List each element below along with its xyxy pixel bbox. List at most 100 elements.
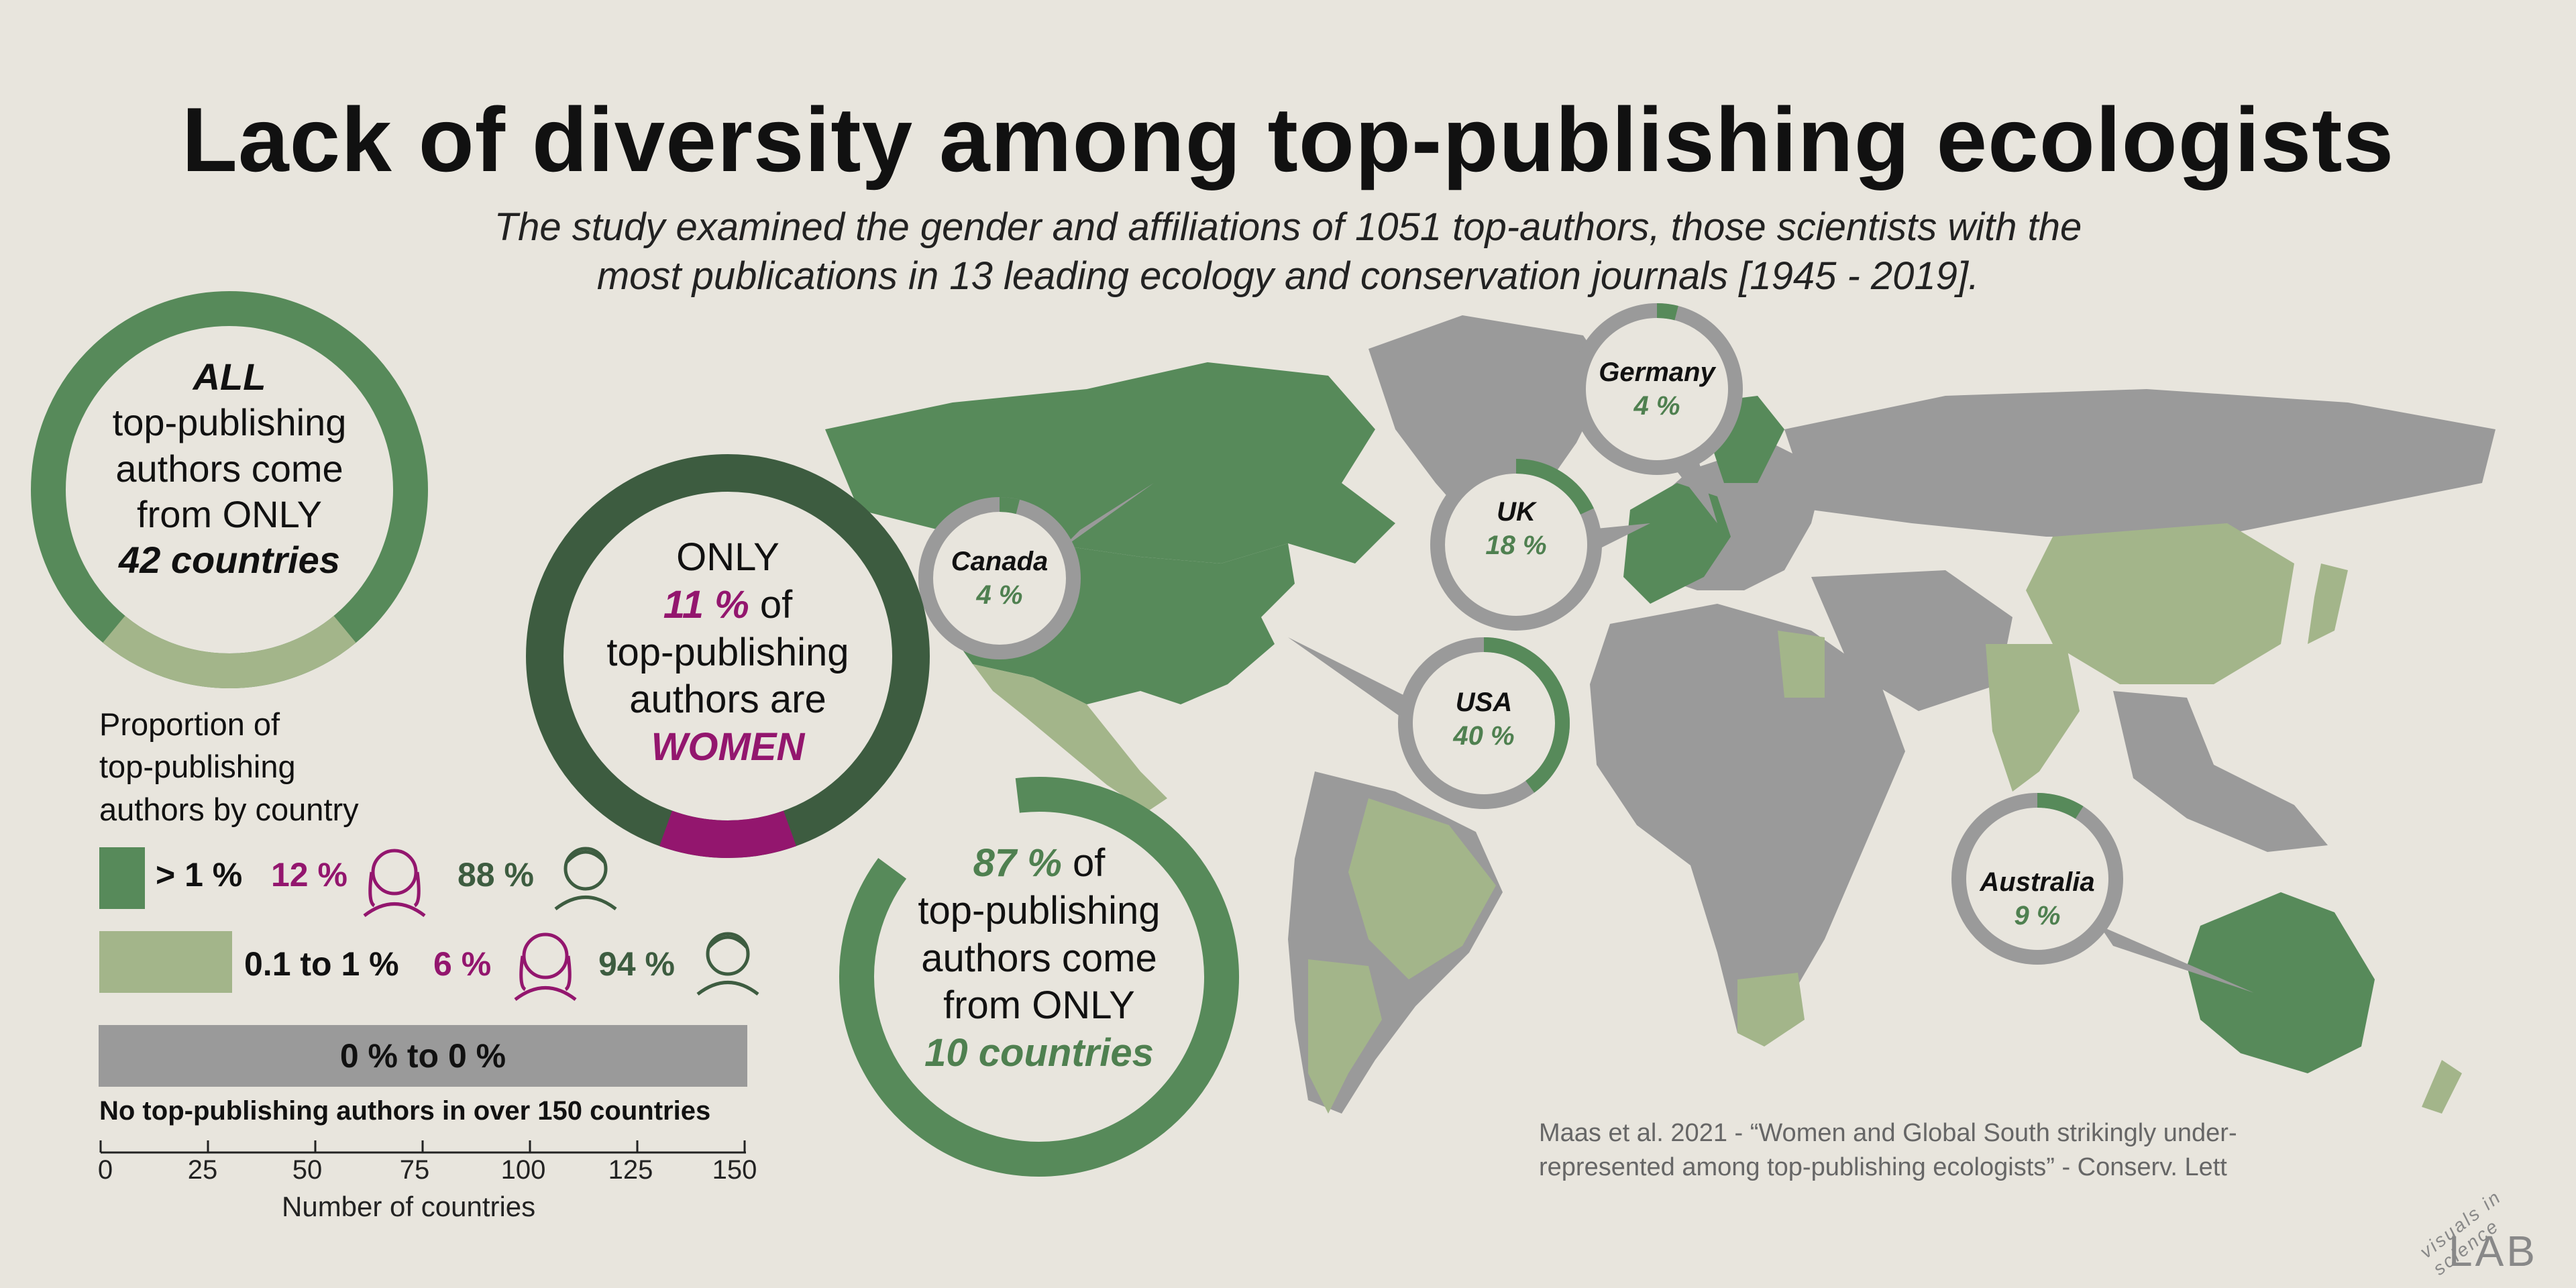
ring-87-of: of <box>1072 841 1106 885</box>
callout-germany-pct: 4 % <box>1633 391 1680 421</box>
map-brazil <box>1348 798 1496 979</box>
legend-title: Proportion of top-publishing authors by … <box>99 703 359 830</box>
map-india <box>1986 644 2080 792</box>
axis-title: Number of countries <box>282 1191 536 1222</box>
woman-icon-2 <box>514 932 577 1001</box>
logo-lab: LAB <box>2449 1227 2538 1275</box>
callout-canada-name: Canada <box>951 547 1049 576</box>
axis-tick-50: 50 <box>292 1155 323 1185</box>
citation: Maas et al. 2021 - “Women and Global Sou… <box>1539 1116 2237 1185</box>
ring-women-pct: 11 % <box>663 582 749 627</box>
ring-87-line2: top-publishing <box>918 888 1161 932</box>
callout-uk: UK 18 % <box>1442 495 1590 562</box>
ring-all-light-segment <box>31 291 428 688</box>
callout-usa-name: USA <box>1455 688 1513 717</box>
map-southeast-asia <box>2113 691 2328 852</box>
map-egypt <box>1778 631 1825 698</box>
ring-87-text: 87 % of top-publishing authors come from… <box>865 840 1214 1077</box>
map-canada <box>825 362 1395 564</box>
ring-87-percent <box>839 777 1239 1177</box>
australia-pointer <box>2100 926 2254 993</box>
callout-rings <box>918 303 2123 965</box>
citation-line1: Maas et al. 2021 - “Women and Global Sou… <box>1539 1119 2237 1147</box>
ring-women-line5: WOMEN <box>651 725 805 769</box>
ring-87-line4: from ONLY <box>943 983 1135 1028</box>
canada-pointer <box>1060 483 1154 550</box>
ring-women-segment <box>526 454 930 858</box>
callout-uk-name: UK <box>1497 497 1536 527</box>
ring-women-of: of <box>759 582 793 627</box>
legend-row1-range: > 1 % <box>156 856 243 894</box>
callout-germany: Germany 4 % <box>1576 356 1737 423</box>
callout-australia-name: Australia <box>1980 867 2095 897</box>
ring-women-line1: ONLY <box>676 535 780 579</box>
callout-germany-name: Germany <box>1599 358 1715 387</box>
legend-swatch-high <box>99 847 145 909</box>
ring-all-countries <box>31 291 428 688</box>
usa-pointer <box>1288 637 1409 718</box>
ring-all-text: ALL top-publishing authors come from ONL… <box>95 354 364 584</box>
legend-row3-bar: 0 % to 0 % <box>99 1025 747 1087</box>
ring-all-line2: top-publishing <box>112 401 347 444</box>
callout-canada-pct: 4 % <box>976 580 1023 610</box>
legend-title-line3: authors by country <box>99 791 359 827</box>
legend-row1-women: 12 % <box>271 856 347 894</box>
map-argentina-chile <box>1308 959 1382 1114</box>
legend-title-line2: top-publishing <box>99 749 296 785</box>
man-icon <box>554 847 617 910</box>
page-title: Lack of diversity among top-publishing e… <box>181 89 2395 191</box>
callout-usa: USA 40 % <box>1410 686 1558 753</box>
map-south-africa <box>1737 973 1805 1046</box>
ring-women <box>526 454 930 858</box>
ring-87-pct: 87 % <box>973 841 1062 885</box>
ring-all-line4: from ONLY <box>137 492 322 535</box>
ring-women-text: ONLY 11 % of top-publishing authors are … <box>567 534 889 771</box>
map-mexico <box>973 664 1167 812</box>
map-australia <box>2187 892 2375 1073</box>
axis-tick-100: 100 <box>500 1155 546 1185</box>
axis-tick-150: 150 <box>712 1155 757 1185</box>
map-new-zealand <box>2422 1060 2462 1114</box>
subtitle-line-1: The study examined the gender and affili… <box>494 205 2082 249</box>
callout-usa-pct: 40 % <box>1453 721 1515 751</box>
germany-ring-arc <box>1571 303 1743 475</box>
legend-row2-men: 94 % <box>598 945 675 983</box>
count-axis <box>99 1140 746 1154</box>
subtitle-line-2: most publications in 13 leading ecology … <box>596 254 1980 298</box>
callout-australia-pct: 9 % <box>2014 901 2061 930</box>
callout-pointers <box>1060 456 2254 993</box>
map-japan <box>2308 564 2348 644</box>
australia-ring-arc <box>1951 793 2123 965</box>
woman-icon <box>363 849 426 917</box>
axis-tick-0: 0 <box>97 1155 113 1185</box>
ring-87-arc <box>839 777 1239 1177</box>
callout-uk-pct: 18 % <box>1485 531 1547 560</box>
map-middle-east <box>1811 570 2012 711</box>
legend-title-line1: Proportion of <box>99 706 280 742</box>
ring-women-line3: top-publishing <box>606 630 849 674</box>
citation-line2: represented among top-publishing ecologi… <box>1539 1153 2227 1182</box>
ring-all-line3: authors come <box>115 447 343 490</box>
legend-row2-range: 0.1 to 1 % <box>244 945 399 983</box>
usa-ring-arc <box>1398 637 1570 809</box>
map-greenland <box>1368 315 1610 537</box>
axis-tick-125: 125 <box>608 1155 653 1185</box>
ring-all-line1: ALL <box>193 356 266 398</box>
map-western-europe <box>1623 483 1731 604</box>
legend-row1-men: 88 % <box>458 856 534 894</box>
legend-row2-women: 6 % <box>433 945 492 983</box>
germany-pointer <box>1670 456 1717 523</box>
callout-australia: Australia 9 % <box>1957 865 2118 932</box>
ring-87-line3: authors come <box>921 936 1157 980</box>
axis-tick-75: 75 <box>399 1155 430 1185</box>
map-china <box>2026 523 2294 684</box>
callout-canada: Canada 4 % <box>926 545 1073 612</box>
man-icon-2 <box>696 932 759 996</box>
legend-swatch-mid <box>99 931 232 993</box>
axis-tick-25: 25 <box>187 1155 218 1185</box>
ring-women-line4: authors are <box>629 678 826 722</box>
legend-caption: No top-publishing authors in over 150 co… <box>99 1096 711 1126</box>
canada-ring-arc <box>918 497 1081 659</box>
map-africa <box>1590 604 1905 1033</box>
